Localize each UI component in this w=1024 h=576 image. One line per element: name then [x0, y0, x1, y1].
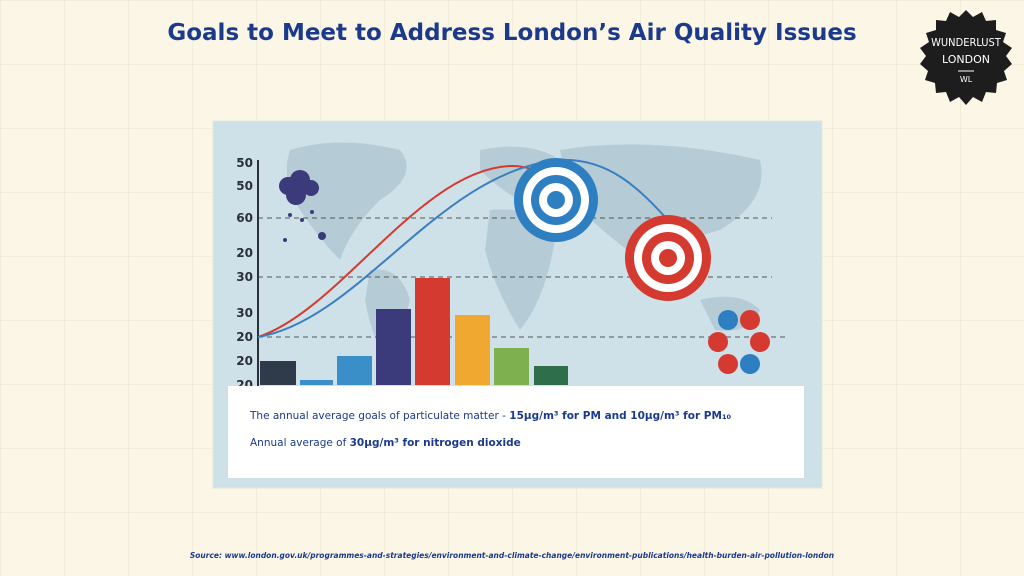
logo: WUNDERLUST LONDON WL [920, 10, 1012, 105]
note-box: The annual average goals of particulate … [228, 386, 804, 478]
blue-target [514, 158, 598, 242]
axis-label: 20 [236, 246, 253, 260]
note: Annual average of 30µg/m³ for nitrogen d… [250, 437, 521, 449]
source: Source: www.london.gov.uk/programmes-and… [189, 551, 835, 560]
title: Goals to Meet to Address London’s Air Qu… [167, 20, 857, 46]
logo-text: LONDON [942, 53, 990, 66]
axis-label: 50 [236, 179, 253, 193]
note: The annual average goals of particulate … [250, 410, 731, 422]
note-bold: 15µg/m³ for PM and 10µg/m³ for PM₁₀ [509, 410, 732, 422]
axis-label: 20 [236, 354, 253, 368]
logo-text: WUNDERLUST [931, 36, 1002, 49]
note-text: Annual average of [250, 437, 350, 449]
logo-badge [920, 10, 1012, 105]
axis-label: 20 [236, 330, 253, 344]
red-target [625, 215, 711, 301]
bars [260, 278, 568, 385]
logo-text: WL [960, 75, 973, 84]
axis-label: 60 [236, 211, 253, 225]
molecule-icon [708, 310, 770, 374]
world-map [286, 142, 762, 360]
blue-curve [257, 158, 669, 338]
axis-label: 30 [236, 306, 253, 320]
axis-label: 50 [236, 156, 253, 170]
note-bold: 30µg/m³ for nitrogen dioxide [349, 437, 521, 449]
note-text: The annual average goals of particulate … [250, 410, 510, 422]
axis-label: 30 [236, 270, 253, 284]
cloud-icon [279, 170, 326, 242]
